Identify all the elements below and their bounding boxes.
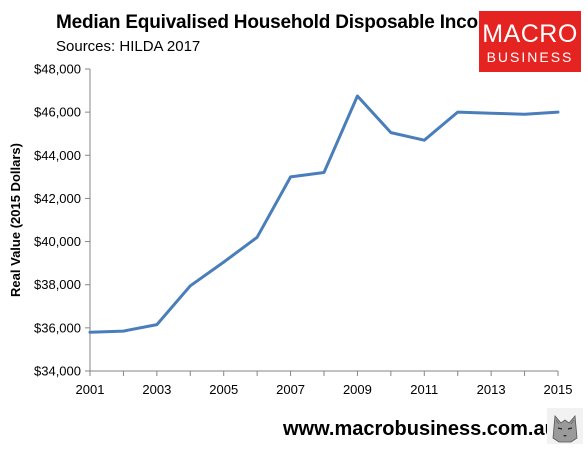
y-tick-label: $34,000 [34, 364, 81, 379]
x-tick-label: 2003 [142, 382, 171, 397]
logo-line-1: MACRO [482, 20, 578, 48]
data-point [523, 113, 526, 116]
y-tick-label: $48,000 [34, 62, 81, 77]
chart-title: Median Equivalised Household Disposable … [56, 12, 506, 33]
series-line [88, 94, 560, 334]
chart-subtitle: Sources: HILDA 2017 [56, 38, 201, 55]
y-tick-label: $40,000 [34, 234, 81, 249]
data-point [256, 236, 259, 239]
data-point [189, 284, 192, 287]
x-tick-label: 2011 [410, 382, 438, 397]
data-point [389, 131, 392, 134]
x-tick-label: 2009 [343, 382, 372, 397]
data-point [155, 323, 158, 326]
data-point [423, 139, 426, 142]
data-point [557, 111, 560, 114]
x-tick-label: 2013 [477, 382, 506, 397]
footer-url: www.macrobusiness.com.au [283, 418, 557, 440]
data-point [89, 331, 92, 334]
logo-line-2: BUSINESS [486, 49, 574, 65]
y-tick-label: $44,000 [34, 148, 81, 163]
y-tick-label: $36,000 [34, 320, 81, 335]
y-tick-label: $46,000 [34, 105, 81, 120]
x-tick-label: 2015 [544, 382, 573, 397]
y-tick-label: $42,000 [34, 191, 81, 206]
data-point [122, 330, 125, 333]
x-tick-label: 2001 [76, 382, 105, 397]
data-point [490, 112, 493, 115]
x-tick-label: 2007 [276, 382, 305, 397]
y-axis-label: Real Value (2015 Dollars) [8, 143, 23, 297]
data-point [323, 171, 326, 174]
data-point [456, 111, 459, 114]
data-point [289, 175, 292, 178]
macrobusiness-logo: MACRO BUSINESS [479, 11, 581, 72]
wolf-icon [547, 408, 583, 444]
y-tick-label: $38,000 [34, 277, 81, 292]
data-point [356, 94, 359, 97]
x-tick-label: 2005 [209, 382, 238, 397]
data-point [222, 261, 225, 264]
